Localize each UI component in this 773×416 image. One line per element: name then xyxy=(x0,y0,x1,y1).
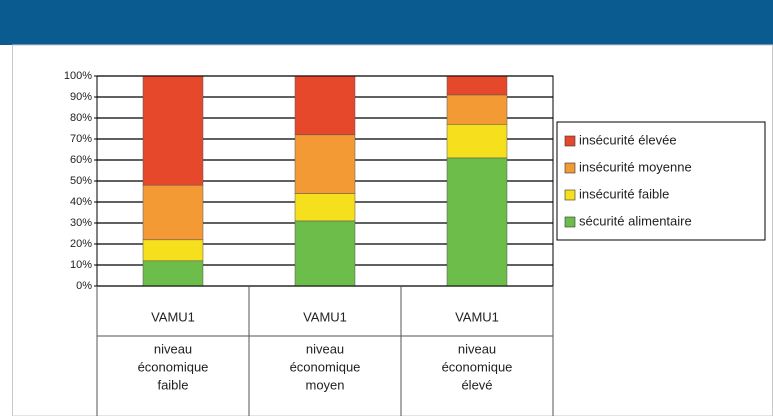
bar-segment xyxy=(142,75,204,186)
x-category-label: VAMU1 xyxy=(151,309,195,324)
x-category-label: faible xyxy=(157,377,188,392)
legend-swatch xyxy=(564,189,576,201)
bar-segment xyxy=(142,239,204,262)
bar-segment xyxy=(142,184,204,241)
x-category-label: niveau xyxy=(458,341,496,356)
x-category-label: niveau xyxy=(154,341,192,356)
legend-label: sécurité alimentaire xyxy=(579,213,692,228)
header-band xyxy=(0,0,773,45)
x-category-label: niveau xyxy=(306,341,344,356)
y-tick-label: 70% xyxy=(70,133,92,145)
legend-swatch xyxy=(564,162,576,174)
legend-label: insécurité moyenne xyxy=(579,159,692,174)
x-category-label: économique xyxy=(290,359,361,374)
x-category-label: économique xyxy=(442,359,513,374)
bar-segment xyxy=(294,220,356,287)
legend-label: insécurité élevée xyxy=(579,132,677,147)
bar-segment xyxy=(446,94,508,125)
y-tick-label: 30% xyxy=(70,217,92,229)
y-tick-label: 80% xyxy=(70,112,92,124)
y-tick-label: 100% xyxy=(64,70,92,82)
y-tick-label: 20% xyxy=(70,238,92,250)
x-category-label: économique xyxy=(138,359,209,374)
y-tick-label: 0% xyxy=(76,280,92,292)
y-tick-label: 10% xyxy=(70,259,92,271)
bar-segment xyxy=(294,193,356,222)
y-tick-label: 60% xyxy=(70,154,92,166)
x-category-label: élevé xyxy=(461,377,492,392)
bar-segment xyxy=(142,260,204,287)
y-tick-label: 90% xyxy=(70,91,92,103)
x-category-label: moyen xyxy=(305,377,344,392)
legend-swatch xyxy=(564,216,576,228)
x-category-label: VAMU1 xyxy=(303,309,347,324)
bar-segment xyxy=(446,75,508,96)
y-tick-label: 40% xyxy=(70,196,92,208)
legend-label: insécurité faible xyxy=(579,186,669,201)
legend-swatch xyxy=(564,135,576,147)
bar-segment xyxy=(446,124,508,159)
bar-segment xyxy=(294,75,356,136)
bar-segment xyxy=(446,157,508,287)
bar-segment xyxy=(294,134,356,194)
y-tick-label: 50% xyxy=(70,175,92,187)
x-category-label: VAMU1 xyxy=(455,309,499,324)
plot-border xyxy=(96,75,554,287)
legend-box xyxy=(556,121,766,241)
